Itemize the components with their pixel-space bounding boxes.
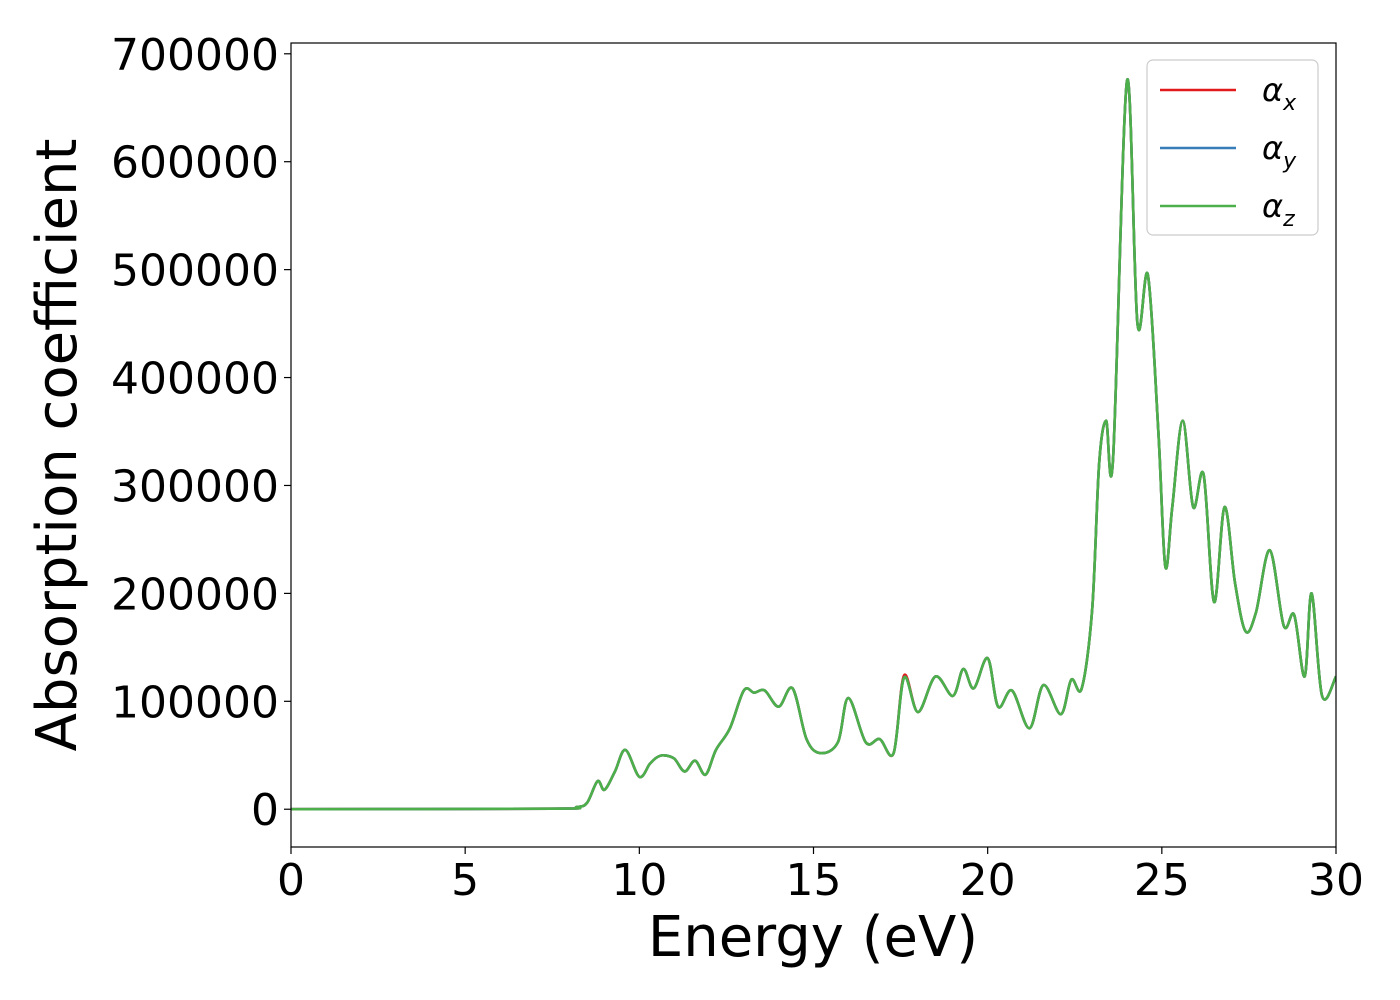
x-tick-label: 15 (786, 855, 842, 906)
legend: αx αy αz (1146, 59, 1319, 236)
x-tick-label: 10 (611, 855, 667, 906)
y-tick-label: 500000 (111, 246, 279, 297)
y-tick-label: 700000 (111, 30, 279, 81)
x-tick-label: 0 (277, 855, 305, 906)
x-axis-label: Energy (eV) (648, 905, 978, 970)
x-tick-label: 5 (451, 855, 479, 906)
x-tick-label: 30 (1308, 855, 1364, 906)
legend-label-y: αy (1262, 129, 1297, 174)
x-tick-label: 25 (1134, 855, 1190, 906)
y-tick-label: 300000 (111, 461, 279, 512)
series-lines (291, 78, 1336, 811)
legend-label-x: αx (1262, 71, 1297, 116)
series-line-z (291, 78, 1336, 811)
plot-area: 0 5 10 15 20 25 30 0 100000 200000 300000 400000 500… (111, 30, 1364, 906)
y-tick-label: 200000 (111, 569, 279, 620)
y-tick-label: 400000 (111, 354, 279, 405)
y-tick-label: 100000 (111, 677, 279, 728)
y-axis-label: Absorption coefficient (25, 139, 90, 752)
y-tick-label: 0 (251, 785, 279, 836)
x-tick-label: 20 (960, 855, 1016, 906)
legend-label-z: αz (1262, 187, 1295, 232)
y-tick-label: 600000 (111, 138, 279, 189)
